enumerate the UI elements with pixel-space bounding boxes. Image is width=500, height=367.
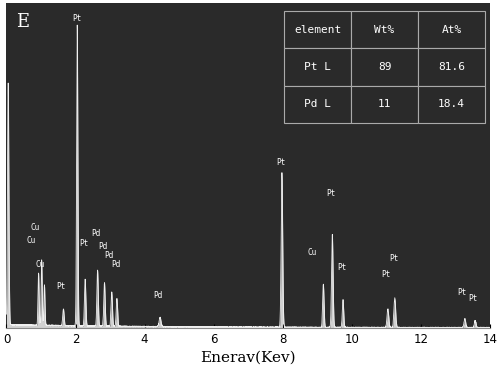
Text: Pt: Pt bbox=[276, 158, 285, 167]
Text: Pt: Pt bbox=[389, 254, 398, 263]
Text: Cu: Cu bbox=[36, 260, 44, 269]
Text: Pd: Pd bbox=[98, 242, 108, 251]
Text: Pt: Pt bbox=[56, 282, 66, 291]
Text: Pt: Pt bbox=[338, 264, 346, 272]
Text: Pt: Pt bbox=[458, 288, 466, 297]
Text: Pd: Pd bbox=[153, 291, 162, 300]
Text: Pd: Pd bbox=[92, 229, 101, 238]
Text: Cu: Cu bbox=[308, 248, 316, 257]
Text: Pt: Pt bbox=[382, 270, 391, 279]
Text: Cu: Cu bbox=[26, 236, 36, 244]
Text: Cu: Cu bbox=[30, 223, 40, 232]
Text: Pt: Pt bbox=[72, 14, 82, 23]
Text: Pt: Pt bbox=[79, 239, 88, 248]
Text: Pt: Pt bbox=[326, 189, 336, 198]
X-axis label: Enerav(Kev): Enerav(Kev) bbox=[200, 350, 296, 364]
Text: E: E bbox=[16, 12, 30, 30]
Text: Pd: Pd bbox=[104, 251, 114, 260]
Text: Pt: Pt bbox=[468, 294, 477, 304]
Text: Pd: Pd bbox=[111, 260, 120, 269]
